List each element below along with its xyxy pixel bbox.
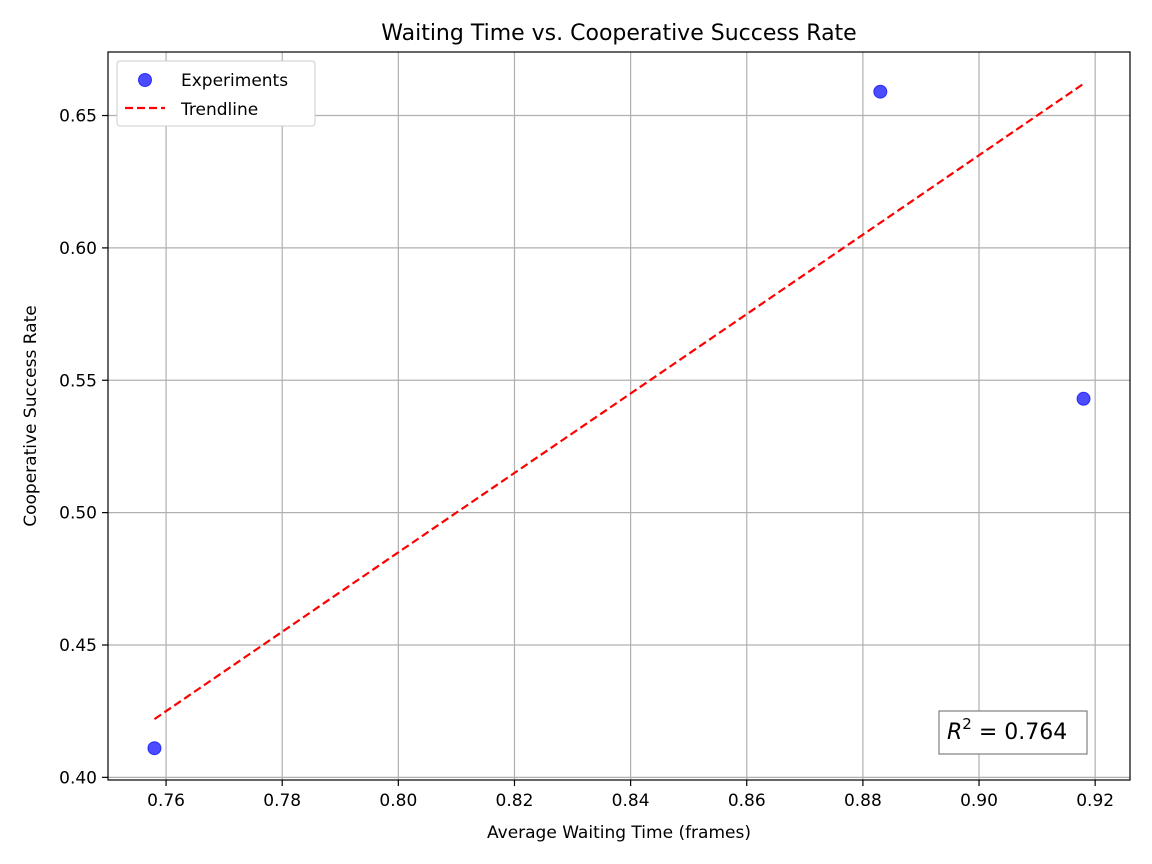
legend-box xyxy=(116,60,316,127)
x-tick-label: 0.80 xyxy=(379,791,417,811)
y-tick-label: 0.65 xyxy=(59,107,97,127)
data-point xyxy=(873,84,888,99)
x-tick-label: 0.84 xyxy=(612,791,650,811)
data-point xyxy=(1076,391,1091,406)
y-tick-label: 0.45 xyxy=(59,636,97,656)
chart-title: Waiting Time vs. Cooperative Success Rat… xyxy=(381,21,856,46)
y-tick-label: 0.60 xyxy=(59,239,97,259)
legend-label-experiments: Experiments xyxy=(181,71,288,91)
r-squared-annotation: R2 = 0.764 xyxy=(938,710,1088,755)
plot-data xyxy=(147,82,1091,756)
grid xyxy=(108,52,1130,780)
y-axis-label: Cooperative Success Rate xyxy=(21,305,41,526)
y-tick-label: 0.50 xyxy=(59,504,97,524)
x-tick-label: 0.86 xyxy=(728,791,766,811)
legend: Experiments Trendline xyxy=(116,60,316,127)
data-point xyxy=(147,741,162,756)
trendline xyxy=(153,82,1085,721)
annotation-text: R2 = 0.764 xyxy=(947,715,1067,745)
x-axis-label: Average Waiting Time (frames) xyxy=(487,823,751,843)
annotation-box xyxy=(938,710,1088,755)
x-tick-label: 0.88 xyxy=(844,791,882,811)
x-tick-label: 0.78 xyxy=(263,791,301,811)
legend-marker-experiments xyxy=(138,73,152,87)
axis-ticks: 0.76 0.78 0.80 0.82 0.84 0.86 0.88 0.90 0.92 0.40… xyxy=(59,107,1114,811)
plot-frame xyxy=(107,51,1131,781)
x-tick-label: 0.90 xyxy=(960,791,998,811)
legend-label-trendline: Trendline xyxy=(180,100,258,120)
x-tick-label: 0.82 xyxy=(496,791,534,811)
y-tick-label: 0.55 xyxy=(59,371,97,391)
x-tick-label: 0.76 xyxy=(147,791,185,811)
x-tick-label: 0.92 xyxy=(1076,791,1114,811)
y-tick-label: 0.40 xyxy=(59,768,97,788)
